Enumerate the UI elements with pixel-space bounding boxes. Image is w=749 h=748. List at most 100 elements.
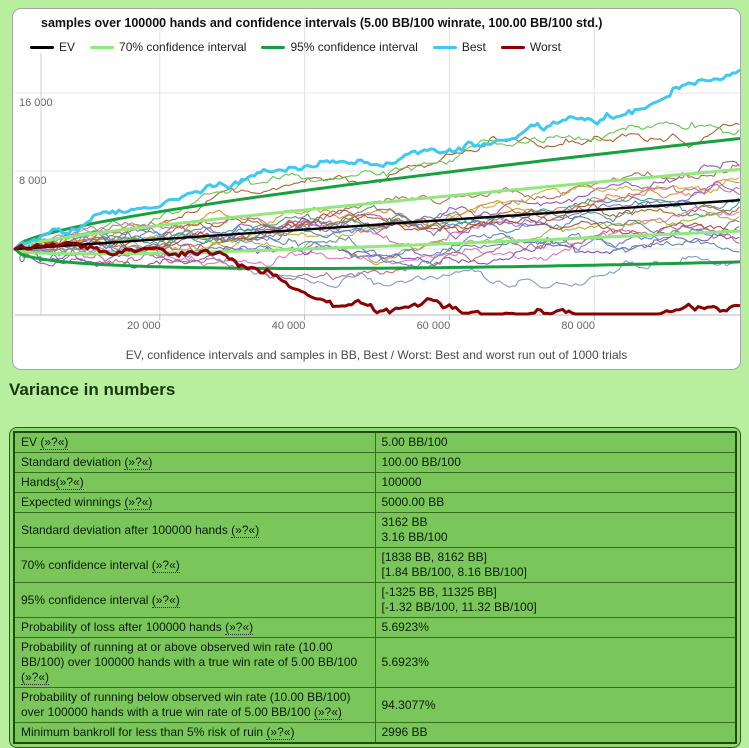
- row-value: 5.6923%: [374, 617, 737, 638]
- help-link[interactable]: (»?«): [21, 670, 50, 685]
- legend-swatch-2: [261, 45, 286, 49]
- help-link[interactable]: (»?«): [231, 522, 260, 538]
- row-label: EV (»?«): [13, 431, 376, 453]
- y-axis-label: 0: [19, 253, 25, 265]
- table-row: Standard deviation (»?«) 100.00 BB/100: [13, 452, 737, 473]
- value-line: 5000.00 BB: [381, 495, 445, 509]
- sample-run-line: [14, 225, 740, 268]
- x-axis-label: 80 000: [561, 320, 595, 332]
- page: { "page": { "heading": "Variance in numb…: [9, 8, 741, 748]
- sample-run-line: [14, 177, 740, 252]
- value-line: [-1325 BB, 11325 BB]: [381, 585, 497, 599]
- help-link[interactable]: (»?«): [151, 592, 180, 608]
- section-heading: Variance in numbers: [9, 380, 176, 399]
- ci95-lower-line: [13, 247, 740, 270]
- chart-legend: EV 70% confidence interval 95% confidenc…: [30, 40, 561, 54]
- table-row: Probability of running below observed wi…: [13, 687, 737, 723]
- row-label: Standard deviation (»?«): [13, 452, 376, 473]
- legend-item-best[interactable]: Best: [432, 40, 486, 54]
- row-value: 94.3077%: [374, 687, 737, 723]
- row-value: 100000: [374, 472, 737, 493]
- row-label: Probability of running below observed wi…: [13, 687, 376, 723]
- y-axis-label: 16 000: [19, 97, 53, 109]
- help-link[interactable]: (»?«): [55, 475, 84, 490]
- row-label: Probability of running at or above obser…: [13, 637, 376, 688]
- table-row: EV (»?«) 5.00 BB/100: [13, 431, 737, 453]
- legend-item-70ci[interactable]: 70% confidence interval: [90, 40, 246, 54]
- value-line: 100000: [381, 475, 422, 489]
- table-row: Probability of running at or above obser…: [13, 637, 737, 688]
- help-link[interactable]: (»?«): [40, 435, 69, 450]
- legend-label-70ci: 70% confidence interval: [119, 40, 247, 54]
- help-link[interactable]: (»?«): [124, 455, 153, 470]
- variance-table-wrap: EV (»?«) 5.00 BB/100 Standard deviation (»…: [9, 427, 741, 748]
- row-value: 5.00 BB/100: [374, 431, 737, 453]
- legend-label-best: Best: [461, 40, 486, 54]
- legend-label-worst: Worst: [529, 40, 561, 54]
- x-axis-label: 40 000: [272, 320, 306, 332]
- legend-label-95ci: 95% confidence interval: [290, 40, 418, 54]
- value-line: 94.3077%: [381, 697, 436, 712]
- table-row: 95% confidence interval (»?«) [-1325 BB, …: [13, 582, 737, 618]
- sample-run-line: [14, 181, 740, 250]
- row-label: Expected winnings (»?«): [13, 492, 376, 513]
- table-row: Minimum bankroll for less than 5% risk o…: [13, 722, 737, 744]
- value-line: 2996 BB: [381, 725, 428, 739]
- row-label: Probability of loss after 100000 hands (…: [13, 617, 376, 638]
- table-row: Standard deviation after 100000 hands (»…: [13, 512, 737, 548]
- best-run-line: [13, 69, 740, 251]
- row-value: [1838 BB, 8162 BB] [1.84 BB/100, 8.16 BB/…: [374, 547, 737, 583]
- help-link[interactable]: (»?«): [313, 705, 342, 720]
- row-label: Minimum bankroll for less than 5% risk o…: [13, 722, 376, 744]
- sample-run-line: [14, 224, 740, 281]
- legend-swatch-1: [90, 45, 115, 49]
- value-line: 5.00 BB/100: [381, 435, 448, 449]
- ci70-upper-line: [13, 167, 740, 251]
- x-axis-label: 60 000: [417, 320, 451, 332]
- table-row: 70% confidence interval (»?«) [1838 BB, 8…: [13, 547, 737, 583]
- help-link[interactable]: (»?«): [124, 495, 153, 510]
- variance-chart: 20 000 40 000 60 000 80 000 0 8 000 16 000: [13, 15, 740, 332]
- ci70-lower-line: [13, 229, 740, 256]
- ev-line: [13, 199, 740, 251]
- row-value: 5000.00 BB: [374, 492, 737, 513]
- value-line: [1838 BB, 8162 BB]: [381, 550, 487, 564]
- legend-item-worst[interactable]: Worst: [500, 40, 561, 54]
- row-label: Hands(»?«): [13, 472, 376, 493]
- value-line: 100.00 BB/100: [381, 455, 461, 469]
- value-line: [-1.32 BB/100, 11.32 BB/100]: [381, 600, 537, 614]
- help-link[interactable]: (»?«): [266, 725, 295, 740]
- chart-caption: EV, confidence intervals and samples in …: [125, 348, 628, 362]
- row-value: [-1325 BB, 11325 BB] [-1.32 BB/100, 11.32…: [374, 582, 737, 618]
- row-value: 100.00 BB/100: [374, 452, 737, 473]
- row-label: 95% confidence interval (»?«): [13, 582, 376, 618]
- table-row: Probability of loss after 100000 hands (…: [13, 617, 737, 638]
- value-line: 3.16 BB/100: [381, 530, 448, 544]
- row-value: 5.6923%: [374, 637, 737, 688]
- value-line: [1.84 BB/100, 8.16 BB/100]: [381, 565, 527, 579]
- value-line: 3162 BB: [381, 515, 428, 529]
- table-row: Hands(»?«) 100000: [13, 472, 737, 493]
- value-line: 5.6923%: [381, 620, 429, 634]
- row-label: Standard deviation after 100000 hands (»…: [13, 512, 376, 548]
- sample-run-line: [14, 179, 740, 256]
- legend-item-ev[interactable]: EV: [30, 40, 75, 54]
- variance-table: EV (»?«) 5.00 BB/100 Standard deviation (»…: [13, 431, 737, 744]
- worst-run-line: [13, 240, 740, 316]
- help-link[interactable]: (»?«): [225, 620, 254, 635]
- legend-label-ev: EV: [59, 40, 76, 54]
- table-row: Expected winnings (»?«) 5000.00 BB: [13, 492, 737, 513]
- row-value: 3162 BB 3.16 BB/100: [374, 512, 737, 548]
- help-link[interactable]: (»?«): [151, 557, 180, 573]
- row-value: 2996 BB: [374, 722, 737, 744]
- legend-item-95ci[interactable]: 95% confidence interval: [261, 40, 418, 54]
- chart-title: samples over 100000 hands and confidence…: [41, 16, 603, 30]
- value-line: 5.6923%: [381, 655, 429, 669]
- legend-swatch-4: [500, 45, 525, 49]
- y-axis-label: 8 000: [19, 175, 47, 187]
- ci95-upper-line: [13, 137, 740, 251]
- legend-swatch-0: [30, 45, 54, 49]
- x-axis-label: 20 000: [127, 320, 161, 332]
- sample-run-line: [14, 204, 740, 262]
- variance-chart-panel: 20 000 40 000 60 000 80 000 0 8 000 16 000 sam…: [12, 8, 741, 370]
